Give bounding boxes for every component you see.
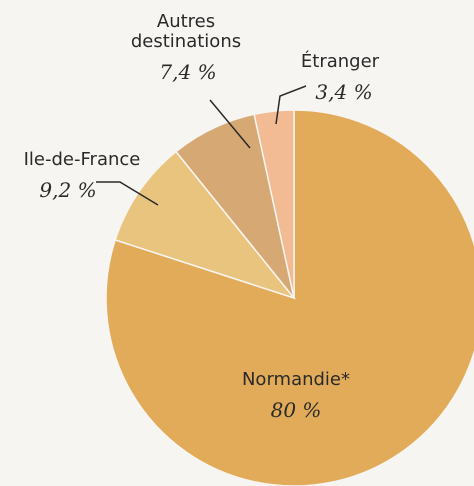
slice-value: 3,4 % [315,80,373,104]
leader-line [275,85,307,125]
slice-value: 7,4 % [159,60,217,84]
slice-label: Ile-de-France [23,149,141,170]
pie-slice [114,150,297,300]
slice-label: Étranger [300,51,380,72]
pie-slice [105,109,474,486]
slice-value: 9,2 % [39,178,97,202]
slice-value: 80 % [270,398,322,422]
leader-lines [96,85,307,206]
pie-slice [253,109,295,299]
slice-label: Normandie* [241,369,351,390]
leader-line [209,99,251,149]
slice-label: Autres destinations [130,11,242,52]
leader-line [96,181,159,206]
